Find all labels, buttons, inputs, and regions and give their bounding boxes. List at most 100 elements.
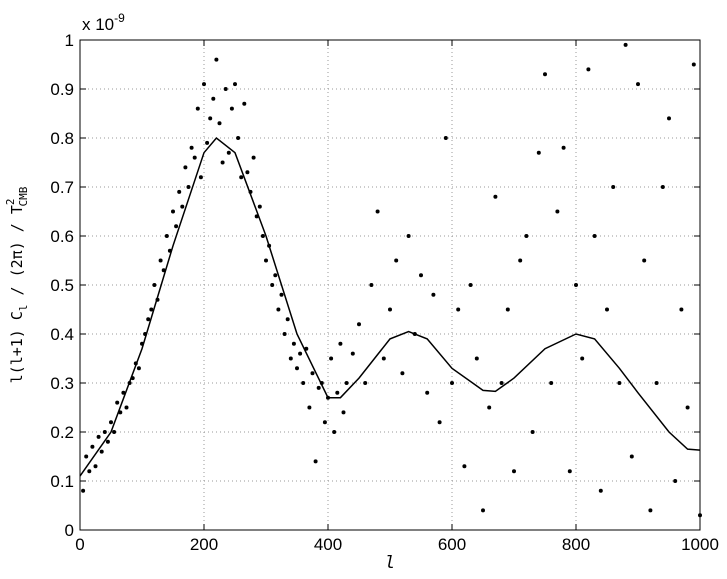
data-point	[394, 258, 399, 263]
data-point	[192, 155, 197, 160]
data-point	[586, 67, 591, 72]
data-point	[344, 381, 349, 385]
x-tick-label: 600	[438, 535, 466, 554]
data-point	[338, 341, 343, 346]
y-tick-label: 0.3	[50, 374, 74, 393]
data-point	[350, 351, 355, 356]
data-point	[202, 82, 206, 87]
y-tick-label: 0.1	[50, 472, 74, 491]
x-tick-label: 0	[75, 535, 84, 554]
data-point	[505, 307, 510, 312]
data-point	[400, 371, 405, 376]
data-point	[260, 234, 265, 238]
y-tick-label: 0.5	[50, 276, 74, 295]
data-point	[90, 444, 95, 449]
data-point	[592, 234, 597, 238]
data-point	[462, 464, 467, 469]
data-point	[642, 258, 647, 263]
data-point	[605, 307, 609, 312]
data-point	[456, 307, 461, 312]
data-point	[543, 72, 547, 77]
data-point	[307, 405, 312, 410]
x-tick-label: 400	[314, 535, 342, 554]
x-tick-label: 800	[562, 535, 590, 554]
data-point	[660, 185, 665, 189]
data-point	[530, 430, 535, 434]
data-point	[295, 366, 299, 371]
data-point	[381, 356, 386, 361]
data-point	[186, 185, 191, 189]
data-point	[549, 381, 554, 385]
data-point	[691, 62, 696, 67]
data-point	[425, 390, 430, 395]
plot-frame	[79, 39, 701, 531]
data-point	[487, 405, 492, 410]
data-point	[124, 405, 129, 410]
data-point	[419, 273, 423, 278]
data-point	[84, 454, 89, 459]
data-point	[636, 82, 640, 87]
data-point	[474, 356, 479, 361]
data-point	[288, 356, 293, 361]
data-point	[109, 420, 113, 425]
data-point	[93, 464, 98, 469]
data-point	[115, 400, 120, 405]
data-point	[363, 381, 368, 385]
data-point	[574, 283, 578, 287]
data-point	[357, 322, 361, 327]
data-point	[149, 307, 154, 312]
data-point	[195, 106, 200, 111]
curve	[79, 136, 701, 477]
y-tick-label: 0.8	[50, 129, 74, 148]
data-point	[81, 488, 86, 493]
data-point	[251, 155, 256, 160]
data-point	[223, 87, 228, 91]
exponent-label: x 10-9	[82, 11, 125, 34]
data-point	[648, 508, 653, 513]
data-point	[189, 145, 194, 150]
y-tick-label: 0.2	[50, 423, 74, 442]
data-point	[388, 307, 392, 312]
y-tick-label: 0.9	[50, 80, 74, 99]
data-point	[611, 185, 616, 189]
data-point	[208, 116, 213, 121]
data-point	[598, 488, 603, 493]
data-point	[291, 341, 296, 346]
y-tick-label: 0	[65, 521, 74, 540]
data-point	[245, 170, 250, 175]
data-point	[524, 234, 529, 238]
y-tick-label: 0.6	[50, 227, 74, 246]
data-point	[177, 189, 182, 194]
data-point	[102, 430, 107, 434]
data-point	[96, 434, 101, 439]
data-point	[679, 307, 684, 312]
data-point	[468, 283, 473, 287]
data-point	[617, 381, 622, 385]
data-point	[236, 136, 241, 140]
data-point	[654, 381, 659, 385]
x-tick-label: 200	[190, 535, 218, 554]
data-point	[214, 57, 219, 62]
data-point	[229, 106, 234, 111]
data-point	[431, 292, 436, 297]
y-tick-label: 0.4	[50, 325, 74, 344]
data-point	[152, 283, 157, 287]
data-point	[335, 390, 340, 395]
data-point	[561, 145, 566, 150]
data-point	[99, 449, 104, 454]
data-point	[264, 258, 268, 263]
data-point	[499, 381, 504, 385]
y-tick-label: 0.7	[50, 178, 74, 197]
data-point	[369, 283, 374, 287]
data-point	[87, 469, 92, 474]
data-point	[673, 479, 678, 483]
data-point	[623, 42, 628, 47]
data-point	[171, 209, 175, 214]
data-point	[257, 204, 262, 209]
data-point	[174, 224, 179, 229]
data-point	[205, 140, 210, 145]
x-tick-label: 1000	[681, 535, 719, 554]
data-point	[301, 381, 306, 385]
data-point	[220, 160, 225, 165]
data-point	[450, 381, 454, 385]
